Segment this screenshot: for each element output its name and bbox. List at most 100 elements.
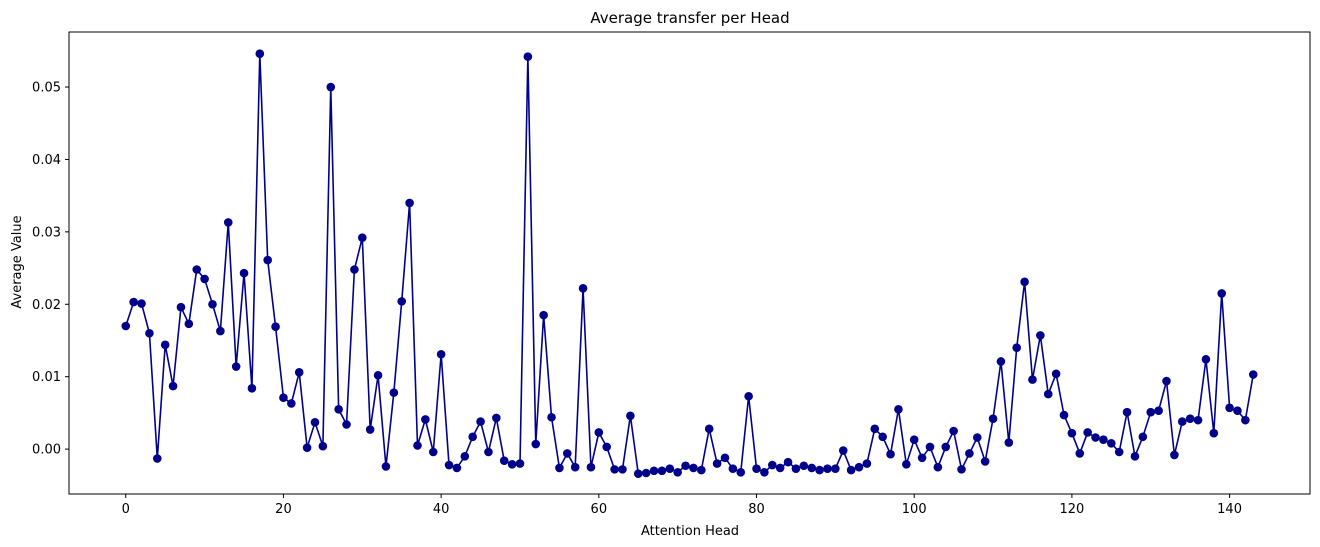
data-point [949, 426, 958, 436]
data-point [1059, 410, 1069, 420]
data-point [1130, 452, 1140, 461]
data-point [1012, 343, 1021, 353]
data-point [1067, 428, 1077, 438]
data-point [192, 265, 202, 274]
data-point [208, 299, 217, 309]
data-point [1217, 289, 1226, 298]
data-point [681, 461, 690, 471]
x-tick-label: 140 [1217, 502, 1242, 517]
data-point [381, 462, 391, 471]
data-point [515, 459, 525, 468]
data-point [775, 463, 785, 473]
data-point [255, 49, 265, 59]
data-point [602, 442, 612, 452]
data-point [767, 460, 777, 470]
data-point [586, 462, 596, 472]
data-point [507, 460, 517, 469]
data-point [476, 417, 485, 426]
data-point [870, 424, 880, 434]
data-point [578, 284, 588, 293]
data-point [815, 465, 824, 475]
data-point [1107, 439, 1116, 448]
data-point [555, 463, 564, 473]
data-point [436, 349, 446, 359]
data-point [492, 413, 501, 423]
data-point [689, 463, 698, 473]
data-point [499, 456, 509, 465]
x-tick-label: 40 [433, 502, 450, 517]
chart-title: Average transfer per Head [590, 9, 789, 27]
data-point [1138, 432, 1148, 442]
data-point [531, 439, 541, 449]
data-point [1091, 433, 1100, 442]
data-point [176, 302, 186, 312]
data-point [1177, 417, 1187, 426]
data-point [413, 441, 422, 450]
data-point [838, 446, 848, 455]
data-point [633, 469, 643, 479]
data-point [168, 381, 178, 391]
data-point [397, 297, 407, 306]
data-point [657, 466, 667, 476]
data-point [1185, 414, 1195, 423]
data-point [1099, 435, 1108, 444]
data-point [1209, 428, 1219, 438]
data-point [925, 442, 935, 452]
data-point [223, 218, 233, 227]
data-point [1122, 407, 1132, 417]
data-point [1020, 277, 1029, 287]
data-point [239, 268, 249, 278]
data-point [1051, 369, 1061, 379]
data-point [752, 464, 761, 473]
data-point [405, 198, 414, 208]
data-point [145, 328, 154, 338]
data-point [121, 321, 131, 331]
data-point [610, 465, 619, 474]
data-point [894, 404, 903, 414]
y-tick-label: 0.05 [32, 81, 61, 96]
data-point [294, 368, 304, 377]
data-point [310, 418, 320, 427]
data-point [421, 415, 430, 424]
data-point [854, 462, 864, 472]
data-point [988, 414, 998, 423]
data-point [673, 467, 682, 477]
data-point [1075, 449, 1085, 458]
data-point [334, 404, 343, 414]
data-point [216, 326, 225, 336]
data-point [523, 52, 533, 61]
data-point [909, 435, 919, 444]
data-point [1083, 428, 1092, 437]
x-tick-label: 80 [748, 502, 765, 517]
data-point [539, 310, 548, 320]
data-point [287, 399, 296, 408]
data-point [704, 424, 714, 434]
data-point [129, 297, 138, 307]
data-point [1162, 376, 1171, 386]
data-point [373, 370, 383, 380]
data-point [736, 467, 746, 477]
data-point [452, 463, 462, 473]
data-point [641, 468, 651, 478]
data-point [1241, 415, 1250, 425]
data-point [326, 82, 336, 92]
data-point [807, 463, 817, 473]
data-point [389, 388, 399, 397]
data-point [902, 460, 911, 469]
series-layer [121, 49, 1258, 479]
data-point [279, 393, 288, 402]
data-point [184, 319, 194, 329]
data-point [917, 453, 927, 463]
data-point [350, 265, 359, 274]
x-axis-label: Attention Head [641, 524, 739, 539]
data-point [247, 383, 257, 393]
data-point [980, 457, 990, 466]
data-point [342, 420, 351, 429]
data-point [846, 465, 856, 475]
data-point [965, 449, 974, 458]
data-point [1028, 375, 1037, 384]
data-point [468, 432, 477, 442]
data-point [428, 447, 438, 457]
data-point [1170, 450, 1179, 460]
